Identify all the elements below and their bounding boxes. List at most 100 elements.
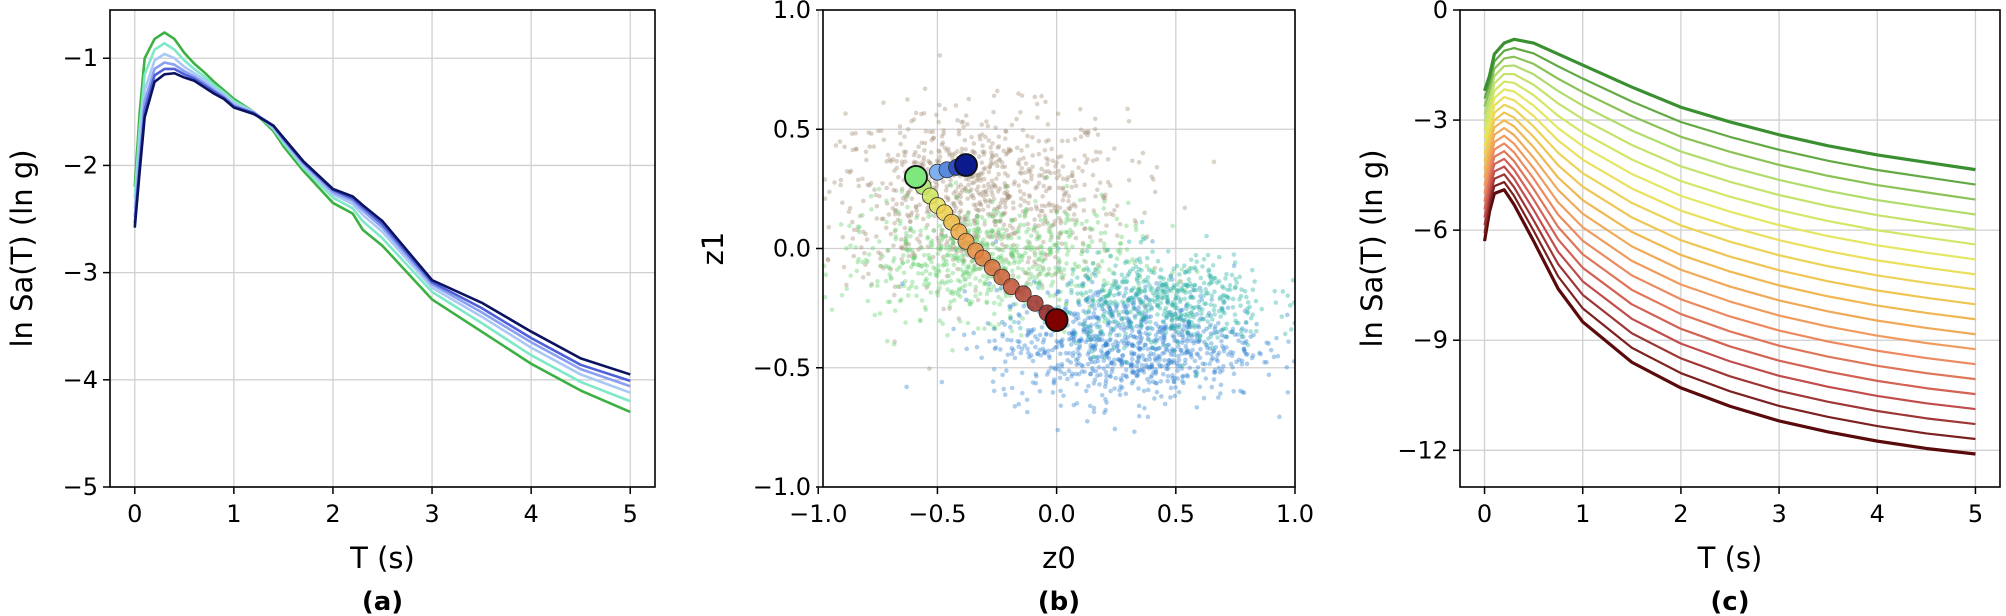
scatter-point: [1166, 309, 1172, 315]
scatter-point: [1117, 387, 1122, 393]
scatter-point: [1099, 330, 1104, 336]
scatter-point: [1116, 348, 1121, 353]
scatter-point: [1194, 259, 1200, 264]
scatter-point: [1196, 339, 1202, 344]
scatter-point: [1232, 312, 1238, 318]
scatter-point: [948, 253, 954, 258]
scatter-point: [1098, 372, 1103, 378]
scatter-point: [1204, 290, 1209, 296]
scatter-point: [1243, 339, 1249, 344]
scatter-point: [911, 229, 916, 235]
scatter-point: [902, 225, 908, 231]
scatter-point: [1024, 143, 1030, 149]
scatter-point: [1064, 230, 1070, 235]
scatter-point: [1193, 373, 1199, 379]
scatter-point: [1029, 340, 1034, 345]
scatter-point: [904, 238, 909, 243]
scatter-point: [1084, 297, 1090, 302]
scatter-point: [888, 231, 894, 237]
scatter-point: [1100, 343, 1106, 349]
scatter-point: [1001, 231, 1007, 237]
scatter-point: [1093, 194, 1098, 199]
scatter-point: [1128, 333, 1134, 338]
scatter-point: [871, 144, 877, 149]
scatter-point: [1288, 327, 1294, 332]
x-tick-label: −0.5: [908, 500, 966, 528]
scatter-point: [1066, 206, 1071, 211]
scatter-point: [1134, 291, 1140, 296]
scatter-point: [1036, 280, 1042, 286]
scatter-point: [1187, 314, 1193, 319]
scatter-point: [1180, 338, 1186, 343]
x-tick-label: 0: [127, 500, 142, 528]
scatter-point: [1044, 331, 1049, 337]
scatter-point: [959, 187, 965, 193]
scatter-point: [1081, 281, 1086, 286]
scatter-point: [1282, 331, 1288, 337]
scatter-point: [977, 133, 982, 139]
scatter-point: [1053, 271, 1058, 277]
scatter-point: [1051, 381, 1057, 386]
scatter-point: [1028, 271, 1033, 276]
scatter-point: [998, 253, 1004, 259]
scatter-point: [838, 182, 843, 188]
scatter-point: [1119, 317, 1124, 322]
scatter-point: [1072, 136, 1078, 142]
scatter-point: [860, 274, 866, 280]
scatter-point: [1092, 270, 1097, 276]
scatter-point: [1139, 219, 1145, 225]
scatter-point: [1114, 332, 1120, 338]
scatter-point: [1009, 338, 1014, 343]
scatter-point: [1208, 331, 1214, 336]
scatter-point: [1195, 304, 1201, 309]
scatter-point: [1148, 314, 1154, 319]
scatter-point: [962, 214, 968, 219]
scatter-point: [1171, 285, 1177, 290]
scatter-point: [1187, 295, 1193, 300]
scatter-point: [1018, 333, 1024, 338]
scatter-point: [1056, 215, 1062, 221]
scatter-point: [1118, 357, 1124, 363]
scatter-point: [1056, 185, 1062, 191]
scatter-point: [899, 186, 905, 192]
scatter-point: [948, 177, 953, 183]
scatter-point: [1125, 106, 1130, 112]
scatter-point: [1104, 340, 1110, 346]
scatter-point: [895, 152, 901, 158]
scatter-point: [966, 265, 972, 270]
scatter-point: [1119, 357, 1124, 363]
scatter-point: [1001, 222, 1007, 227]
scatter-point: [963, 147, 968, 152]
scatter-point: [908, 226, 913, 232]
scatter-point: [1070, 266, 1075, 272]
scatter-point: [950, 291, 956, 297]
scatter-point: [1200, 307, 1205, 312]
scatter-point: [1136, 285, 1142, 290]
scatter-point: [1025, 409, 1030, 415]
scatter-point: [1099, 304, 1105, 309]
scatter-point: [1223, 276, 1228, 281]
scatter-point: [1203, 287, 1209, 292]
scatter-point: [993, 212, 998, 217]
scatter-point: [815, 259, 820, 264]
scatter-point: [874, 234, 879, 239]
scatter-point: [1183, 357, 1188, 363]
scatter-point: [1108, 374, 1113, 379]
scatter-point: [1140, 150, 1146, 156]
scatter-point: [1176, 324, 1182, 330]
scatter-point: [1098, 238, 1103, 243]
scatter-point: [1086, 324, 1091, 329]
scatter-point: [960, 119, 966, 125]
scatter-point: [1015, 338, 1020, 344]
scatter-point: [1016, 235, 1022, 241]
scatter-point: [1083, 310, 1089, 316]
scatter-point: [1123, 373, 1129, 379]
scatter-point: [954, 195, 960, 201]
scatter-point: [1230, 350, 1236, 356]
scatter-point: [1211, 330, 1217, 336]
scatter-point: [1227, 282, 1233, 288]
scatter-point: [1132, 315, 1138, 320]
scatter-point: [1062, 191, 1068, 196]
scatter-point: [1143, 236, 1148, 241]
scatter-point: [947, 243, 953, 248]
